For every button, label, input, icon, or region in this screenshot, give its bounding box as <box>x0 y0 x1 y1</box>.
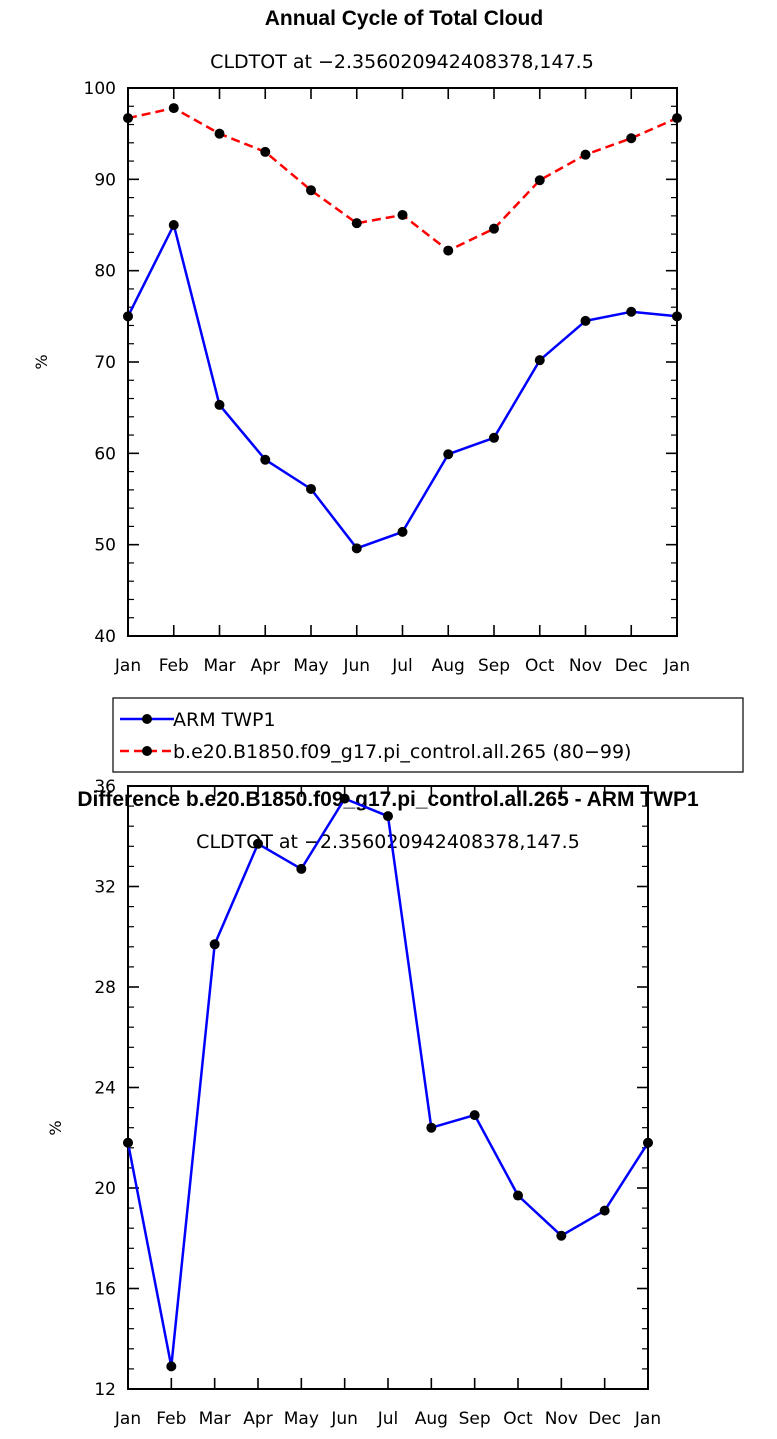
chart1-series-1-point <box>443 449 454 460</box>
chart2-series-1-point <box>296 863 307 874</box>
chart1-series-1-point <box>672 311 682 322</box>
chart1-series-2-point <box>397 209 408 220</box>
chart1-x-tick-label: Feb <box>159 656 189 676</box>
legend-label-series-2: b.e20.B1850.f09_g17.pi_control.all.265 (… <box>173 741 631 763</box>
chart1-x-tick-label: Apr <box>251 656 280 676</box>
chart1-series-1-point <box>397 526 408 537</box>
chart2-y-tick-label: 36 <box>94 777 116 797</box>
chart2-series-1-point <box>513 1190 523 1201</box>
chart1-series-2-point <box>489 223 499 234</box>
chart1-y-tick-label: 100 <box>84 79 116 99</box>
chart1-y-tick-label: 50 <box>94 536 116 556</box>
chart2-x-tick-label: May <box>284 1409 319 1429</box>
chart1-series-1-point <box>626 306 637 317</box>
chart2-series-1-point <box>123 1137 133 1148</box>
chart2-x-tick-label: Dec <box>588 1409 621 1429</box>
chart2-series-1-line <box>126 797 650 1368</box>
chart2-x-tick-label: Jan <box>634 1409 661 1429</box>
chart1-x-tick-label: Jan <box>114 656 141 676</box>
chart2-y-axis-label: % <box>46 1120 65 1135</box>
chart1-series-2-point <box>123 113 133 124</box>
chart2-series-1-point <box>469 1110 480 1121</box>
chart2-y-tick-label: 16 <box>94 1280 116 1300</box>
chart1-series-2-point <box>580 149 591 160</box>
chart2-series-1-point <box>253 838 263 849</box>
chart2-y-tick-label: 28 <box>94 978 116 998</box>
chart1-x-tick-label: Nov <box>569 656 602 676</box>
legend-label-series-1: ARM TWP1 <box>173 709 276 731</box>
chart2-plot-area: 12 16 20 24 28 32 36 Jan Feb Mar Apr May Jun Jul Aug Se… <box>94 777 661 1429</box>
chart1-plot-area: 40 50 60 70 80 90 100 Jan Feb Mar Apr May Jun Jul Aug S… <box>84 79 691 676</box>
chart1-legend: ARM TWP1 b.e20.B1850.f09_g17.pi_control.… <box>112 697 744 773</box>
chart1-plot-frame <box>127 87 678 637</box>
chart1-series-1-point <box>168 220 179 230</box>
chart1-x-tick-label: Jun <box>342 656 370 676</box>
chart2-x-tick-label: Apr <box>243 1409 272 1429</box>
chart1-series-1-point <box>351 543 362 554</box>
chart1-y-tick-label: 90 <box>94 170 116 190</box>
chart1-series-2-point <box>534 175 545 186</box>
chart1-x-tick-label: Oct <box>525 656 555 676</box>
chart1-y-tick-label: 60 <box>94 444 116 464</box>
chart2-plot-frame <box>127 785 649 1390</box>
chart1-series-1-point <box>260 454 271 465</box>
chart1-series-2-point <box>260 146 271 157</box>
chart1-series-1-line <box>126 223 678 550</box>
chart2-x-tick-label: Feb <box>156 1409 186 1429</box>
chart2-x-tick-label: Aug <box>415 1409 448 1429</box>
chart1-x-tick-label: Sep <box>478 656 510 676</box>
chart2-y-tick-label: 24 <box>94 1079 116 1099</box>
chart2-subtitle: CLDTOT at −2.356020942408378,147.5 <box>196 831 580 853</box>
legend-box <box>112 697 744 773</box>
chart2-series-1-point <box>339 793 350 804</box>
chart1-series-1-point <box>306 483 316 494</box>
chart1-series-1-point <box>123 311 133 322</box>
legend-marker-series-1 <box>142 714 152 724</box>
chart1-x-tick-label: Jul <box>391 656 413 676</box>
chart1-x-tick-label: Aug <box>432 656 465 676</box>
chart1-series-2-point <box>168 103 179 114</box>
chart2-y-tick-label: 12 <box>94 1380 116 1400</box>
chart1-y-tick-label: 70 <box>94 353 116 373</box>
chart1-series-2-point <box>672 113 682 124</box>
chart2-x-tick-label: Sep <box>459 1409 491 1429</box>
chart1-series-2-point <box>306 185 316 196</box>
chart1-title: Annual Cycle of Total Cloud <box>265 7 543 30</box>
chart1-y-tick-label: 80 <box>94 262 116 282</box>
chart1-x-tick-label: Dec <box>615 656 648 676</box>
chart2-y-tick-label: 32 <box>94 878 116 898</box>
chart1-series-1-point <box>214 399 225 410</box>
chart2-y-tick-label: 20 <box>94 1179 116 1199</box>
chart2-series-1-point <box>166 1361 177 1372</box>
chart1-series-2-line <box>127 106 678 252</box>
chart2-series-1-point <box>426 1122 437 1133</box>
chart1-y-axis-label: % <box>32 354 51 369</box>
chart2-series-1-point <box>599 1205 610 1216</box>
chart2-series-1-point <box>643 1137 653 1148</box>
chart1-series-2-point <box>351 218 362 229</box>
chart2-title: Difference b.e20.B1850.f09_g17.pi_contro… <box>77 788 699 811</box>
chart1-series-1-point <box>489 432 499 443</box>
chart2-x-tick-label: Jan <box>114 1409 141 1429</box>
chart2-series-1-point <box>556 1230 567 1241</box>
chart2-series-1-point <box>383 811 393 822</box>
chart1-subtitle: CLDTOT at −2.356020942408378,147.5 <box>210 51 594 73</box>
chart2-series-1-point <box>209 939 220 950</box>
chart1-series-2-point <box>626 133 637 144</box>
chart2-x-tick-label: Mar <box>199 1409 231 1429</box>
chart1-series-1-point <box>580 315 591 326</box>
legend-marker-series-2 <box>142 746 152 756</box>
chart1-x-tick-label: Mar <box>203 656 235 676</box>
chart1-series-2-point <box>214 128 225 139</box>
chart2-x-tick-label: Oct <box>503 1409 533 1429</box>
chart1-y-tick-label: 40 <box>94 627 116 647</box>
chart1-series-1-point <box>534 355 545 366</box>
chart2-x-tick-label: Jun <box>330 1409 358 1429</box>
chart1-x-tick-label: Jan <box>663 656 690 676</box>
chart1-x-tick-label: May <box>293 656 328 676</box>
chart2-x-tick-label: Nov <box>545 1409 578 1429</box>
chart1-series-2-point <box>443 245 454 256</box>
chart2-x-tick-label: Jul <box>377 1409 399 1429</box>
